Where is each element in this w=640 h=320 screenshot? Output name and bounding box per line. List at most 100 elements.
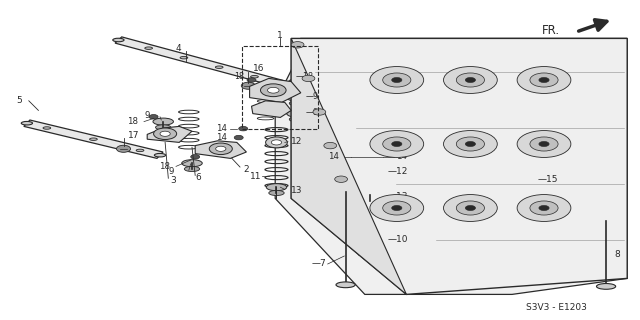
- Circle shape: [357, 165, 383, 178]
- Circle shape: [444, 195, 497, 221]
- Circle shape: [241, 82, 255, 89]
- Polygon shape: [115, 37, 323, 98]
- Polygon shape: [195, 141, 246, 158]
- Text: 2: 2: [244, 165, 249, 174]
- Ellipse shape: [182, 160, 202, 167]
- Ellipse shape: [266, 184, 287, 191]
- Circle shape: [266, 137, 287, 148]
- Text: 11: 11: [250, 172, 261, 180]
- Ellipse shape: [251, 76, 259, 78]
- Polygon shape: [275, 38, 627, 294]
- Ellipse shape: [269, 190, 284, 196]
- Circle shape: [392, 205, 402, 211]
- Circle shape: [392, 77, 402, 83]
- Ellipse shape: [113, 38, 124, 42]
- Ellipse shape: [154, 154, 166, 157]
- Text: 3: 3: [170, 176, 175, 185]
- Ellipse shape: [180, 56, 188, 59]
- Ellipse shape: [153, 118, 173, 125]
- Ellipse shape: [43, 127, 51, 129]
- Circle shape: [456, 201, 484, 215]
- Ellipse shape: [362, 198, 378, 204]
- Circle shape: [324, 142, 337, 149]
- Circle shape: [370, 67, 424, 93]
- Circle shape: [247, 78, 256, 82]
- Polygon shape: [24, 120, 163, 158]
- Text: 16: 16: [253, 64, 264, 73]
- Circle shape: [517, 67, 571, 93]
- Circle shape: [370, 131, 424, 157]
- Text: 14: 14: [328, 152, 339, 161]
- Circle shape: [268, 87, 279, 93]
- Circle shape: [239, 126, 248, 131]
- Text: 9: 9: [169, 167, 174, 176]
- Text: —12: —12: [387, 167, 408, 176]
- Text: —7: —7: [312, 260, 326, 268]
- Ellipse shape: [145, 47, 152, 49]
- Circle shape: [465, 77, 476, 83]
- Ellipse shape: [287, 94, 307, 101]
- Polygon shape: [252, 101, 291, 117]
- Polygon shape: [250, 78, 301, 102]
- Ellipse shape: [289, 117, 305, 122]
- Circle shape: [530, 201, 558, 215]
- Circle shape: [383, 137, 411, 151]
- Circle shape: [271, 140, 282, 145]
- Circle shape: [456, 137, 484, 151]
- Text: 17: 17: [128, 131, 140, 140]
- Ellipse shape: [314, 93, 326, 96]
- Text: 14: 14: [216, 133, 227, 142]
- Circle shape: [456, 73, 484, 87]
- Text: 12: 12: [291, 137, 303, 146]
- Text: 18: 18: [127, 117, 138, 126]
- Text: 14: 14: [216, 124, 227, 133]
- Text: —10: —10: [387, 236, 408, 244]
- Ellipse shape: [286, 85, 294, 87]
- Polygon shape: [291, 38, 406, 294]
- Circle shape: [378, 155, 387, 159]
- Circle shape: [517, 131, 571, 157]
- Circle shape: [383, 73, 411, 87]
- Circle shape: [149, 115, 158, 119]
- Circle shape: [116, 145, 131, 152]
- Ellipse shape: [184, 166, 200, 172]
- Ellipse shape: [287, 110, 307, 117]
- Circle shape: [191, 155, 200, 159]
- Text: —15: —15: [538, 175, 558, 184]
- Circle shape: [209, 143, 232, 155]
- Text: 9: 9: [145, 111, 150, 120]
- Circle shape: [289, 79, 298, 84]
- Polygon shape: [291, 38, 627, 294]
- Circle shape: [335, 176, 348, 182]
- Text: 1: 1: [278, 31, 283, 40]
- Text: S3V3 - E1203: S3V3 - E1203: [526, 303, 588, 312]
- Text: —9: —9: [305, 108, 319, 117]
- Circle shape: [539, 205, 549, 211]
- Text: 5: 5: [16, 96, 22, 105]
- Text: —13: —13: [387, 192, 408, 201]
- Text: 8: 8: [614, 250, 620, 259]
- Circle shape: [383, 201, 411, 215]
- Circle shape: [154, 128, 177, 140]
- Circle shape: [539, 141, 549, 147]
- Ellipse shape: [215, 66, 223, 68]
- Circle shape: [530, 73, 558, 87]
- Circle shape: [260, 84, 286, 97]
- Ellipse shape: [21, 122, 33, 125]
- Text: 18: 18: [234, 72, 244, 81]
- Circle shape: [444, 131, 497, 157]
- Ellipse shape: [596, 284, 616, 289]
- Circle shape: [346, 155, 355, 159]
- Text: 6: 6: [196, 173, 201, 182]
- Circle shape: [216, 146, 226, 151]
- Circle shape: [392, 141, 402, 147]
- Circle shape: [465, 141, 476, 147]
- Circle shape: [517, 195, 571, 221]
- Circle shape: [291, 42, 304, 48]
- Circle shape: [465, 205, 476, 211]
- Ellipse shape: [336, 282, 355, 288]
- Ellipse shape: [90, 138, 97, 140]
- Text: —9: —9: [305, 92, 319, 100]
- Circle shape: [313, 109, 326, 115]
- Text: FR.: FR.: [542, 24, 560, 37]
